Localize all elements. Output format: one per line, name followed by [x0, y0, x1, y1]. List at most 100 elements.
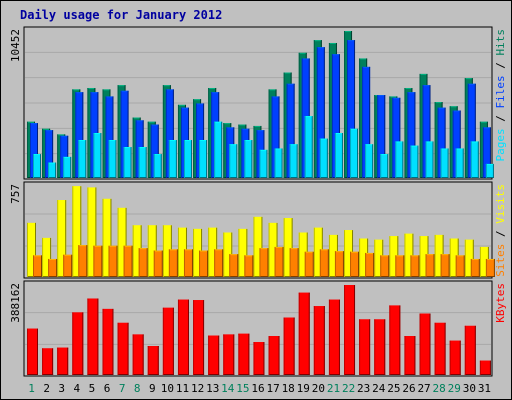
day-label-30: 30 [463, 382, 476, 395]
bar-kbytes-day-31 [479, 360, 491, 375]
bar-pages-day-20 [319, 138, 328, 178]
bar-sites-day-16 [259, 248, 269, 277]
day-label-7: 7 [119, 382, 126, 395]
day-label-4: 4 [74, 382, 81, 395]
bar-kbytes-day-2 [42, 348, 54, 375]
bar-sites-day-7 [123, 245, 133, 277]
panel-hits-files-pages [23, 26, 494, 180]
panel-max-label: 10452 [9, 29, 22, 62]
legend-separator: / [494, 56, 507, 76]
day-label-1: 1 [28, 382, 35, 395]
day-label-15: 15 [236, 382, 249, 395]
day-label-23: 23 [357, 382, 370, 395]
bar-sites-day-30 [470, 258, 480, 277]
bar-sites-day-26 [410, 255, 420, 277]
bar-pages-day-31 [485, 163, 494, 178]
day-label-12: 12 [191, 382, 204, 395]
bar-sites-day-25 [395, 255, 405, 277]
bar-sites-day-19 [304, 251, 314, 277]
day-label-20: 20 [312, 382, 325, 395]
bar-sites-day-31 [485, 258, 495, 277]
bar-kbytes-day-27 [419, 313, 431, 375]
bar-pages-day-16 [259, 149, 268, 178]
day-label-11: 11 [176, 382, 189, 395]
bar-pages-day-5 [93, 132, 102, 178]
bar-sites-day-4 [78, 245, 88, 277]
bar-sites-day-11 [183, 249, 193, 277]
bar-sites-day-12 [199, 250, 209, 277]
bar-kbytes-day-10 [162, 307, 174, 375]
legend-entry-hits: Hits [494, 29, 507, 56]
bar-sites-day-5 [93, 245, 103, 277]
bar-kbytes-day-11 [177, 299, 189, 375]
day-label-9: 9 [149, 382, 156, 395]
bar-kbytes-day-18 [283, 317, 295, 375]
bar-kbytes-day-13 [208, 335, 220, 375]
bar-sites-day-2 [48, 258, 58, 277]
bar-kbytes-day-29 [449, 340, 461, 375]
bar-pages-day-9 [153, 154, 162, 178]
bar-kbytes-day-1 [27, 328, 38, 375]
bar-pages-day-13 [214, 121, 223, 178]
day-label-8: 8 [134, 382, 141, 395]
bar-sites-day-1 [33, 255, 42, 277]
bar-pages-day-6 [108, 140, 117, 178]
bar-kbytes-day-25 [389, 305, 401, 375]
bar-pages-day-27 [425, 141, 434, 178]
bar-pages-day-7 [123, 147, 132, 178]
bar-sites-day-24 [380, 255, 390, 277]
bar-pages-day-23 [365, 144, 374, 178]
panel-max-label: 757 [9, 184, 22, 204]
bar-pages-day-3 [63, 156, 72, 178]
bar-pages-day-19 [304, 116, 313, 178]
bar-pages-day-11 [183, 140, 192, 178]
bar-kbytes-day-15 [238, 333, 250, 375]
legend-visits-sites: Sites / Visits [494, 184, 507, 277]
panel-max-label: 388162 [9, 283, 22, 323]
bar-pages-day-17 [274, 148, 283, 178]
bar-kbytes-day-26 [404, 336, 416, 375]
bar-pages-day-10 [168, 140, 177, 178]
panels-layer [23, 26, 495, 377]
bar-sites-day-6 [108, 245, 118, 277]
day-label-16: 16 [251, 382, 264, 395]
bar-sites-day-23 [365, 252, 375, 277]
legend-entry-files: Files [494, 75, 507, 108]
day-label-18: 18 [282, 382, 295, 395]
bar-pages-day-2 [48, 162, 57, 178]
legend-kbytes: KBytes [494, 283, 507, 323]
bar-sites-day-10 [168, 249, 178, 277]
bar-kbytes-day-23 [359, 319, 371, 375]
panel-kbytes [23, 280, 493, 377]
bar-pages-day-8 [138, 147, 147, 178]
bar-kbytes-day-9 [147, 346, 159, 375]
day-label-21: 21 [327, 382, 340, 395]
day-label-28: 28 [433, 382, 446, 395]
bar-sites-day-22 [350, 251, 360, 277]
day-label-31: 31 [478, 382, 491, 395]
day-label-17: 17 [266, 382, 279, 395]
day-label-29: 29 [448, 382, 461, 395]
legend-separator: / [494, 109, 507, 129]
bar-sites-day-20 [319, 249, 329, 277]
bar-pages-day-28 [440, 148, 449, 178]
day-label-14: 14 [221, 382, 235, 395]
day-label-22: 22 [342, 382, 355, 395]
day-label-2: 2 [43, 382, 50, 395]
bar-kbytes-day-6 [102, 308, 114, 375]
bar-pages-day-18 [289, 144, 298, 178]
legend-separator: / [494, 224, 507, 244]
bar-kbytes-day-4 [72, 312, 84, 375]
bar-sites-day-13 [214, 249, 224, 277]
bar-pages-day-24 [380, 154, 389, 178]
bar-sites-day-9 [153, 250, 163, 277]
day-label-24: 24 [372, 382, 386, 395]
day-label-10: 10 [161, 382, 174, 395]
legend-entry-kbytes: KBytes [494, 283, 507, 323]
day-label-26: 26 [402, 382, 415, 395]
bar-sites-day-3 [63, 254, 73, 277]
legend-entry-sites: Sites [494, 244, 507, 277]
day-label-6: 6 [104, 382, 111, 395]
